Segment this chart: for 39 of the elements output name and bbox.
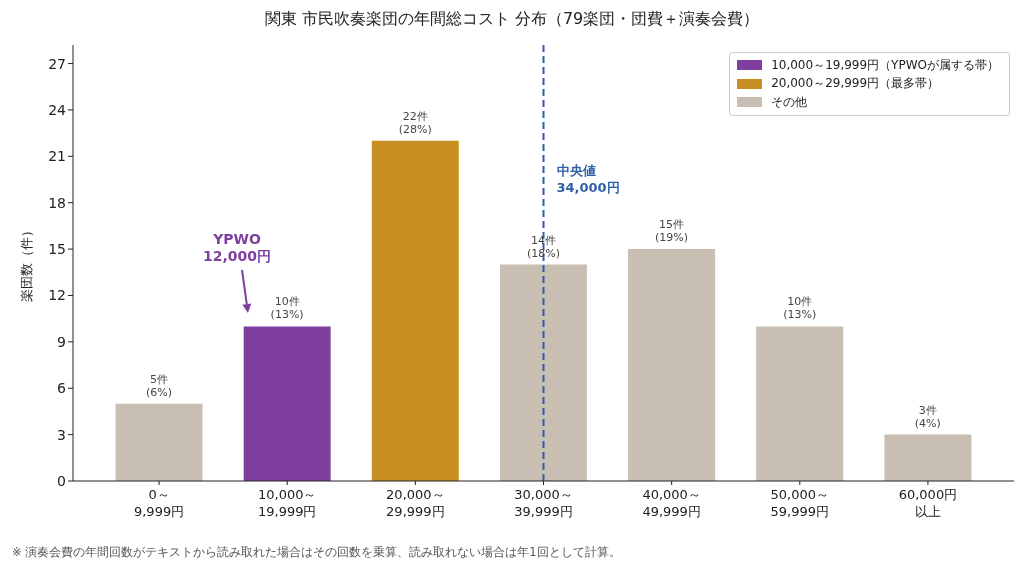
bar: [371, 140, 459, 481]
x-tick-label: 0～9,999円: [133, 487, 185, 519]
data-label: 14件 (18%): [526, 233, 560, 260]
legend-label: 10,000～19,999円（YPWOが属する帯）: [771, 56, 999, 74]
text: ※ 演奏会費の年間回数がテキストから読み取れた場合はその回数を乗算、読み取れない場合は年1回として計算。: [12, 544, 621, 560]
data-label: 22件 (28%): [398, 109, 432, 136]
legend-label: その他: [771, 93, 808, 111]
x-tick-label: 20,000～29,999円: [386, 487, 445, 519]
bar: [243, 326, 331, 481]
ref-line-label: 中央値 34,000円: [556, 163, 620, 195]
y-tick-label: 15: [48, 241, 66, 258]
x-tick-label: 60,000円以上: [898, 487, 958, 519]
y-tick-label: 12: [48, 287, 66, 304]
data-label: 5件 (6%): [145, 372, 173, 399]
data-label: 15件 (19%): [655, 218, 689, 245]
y-tick-label: 24: [48, 101, 67, 118]
y-tick-label: 21: [48, 148, 66, 165]
bar: [115, 403, 203, 481]
y-tick-label: 27: [48, 55, 66, 72]
chart-title: 関東 市民吹奏楽団の年間総コスト 分布（79楽団・団費＋演奏会費）: [263, 8, 761, 30]
y-tick-label: 3: [57, 426, 66, 443]
y-axis-title: 楽団数（件）: [18, 224, 34, 302]
bar: [756, 326, 844, 481]
x-tick-label: 40,000～49,999円: [642, 487, 701, 519]
y-tick-label: 0: [57, 473, 66, 489]
data-label: 10件 (13%): [783, 295, 817, 322]
y-tick-label: 18: [48, 194, 66, 211]
bar: [628, 249, 716, 481]
x-tick-label: 10,000～19,999円: [257, 487, 317, 519]
annotation: YPWO 12,000円: [202, 231, 272, 264]
y-tick-label: 6: [57, 380, 67, 397]
data-label: 10件 (13%): [270, 295, 304, 322]
legend-label: 20,000～29,999円（最多帯）: [771, 75, 940, 93]
x-tick-label: 30,000～39,999円: [514, 487, 573, 519]
bar: [884, 434, 972, 481]
bar: [499, 264, 587, 481]
y-tick-label: 9: [57, 333, 66, 350]
x-tick-label: 50,000～59,999円: [770, 487, 830, 519]
data-label: 3件 (4%): [914, 403, 941, 430]
